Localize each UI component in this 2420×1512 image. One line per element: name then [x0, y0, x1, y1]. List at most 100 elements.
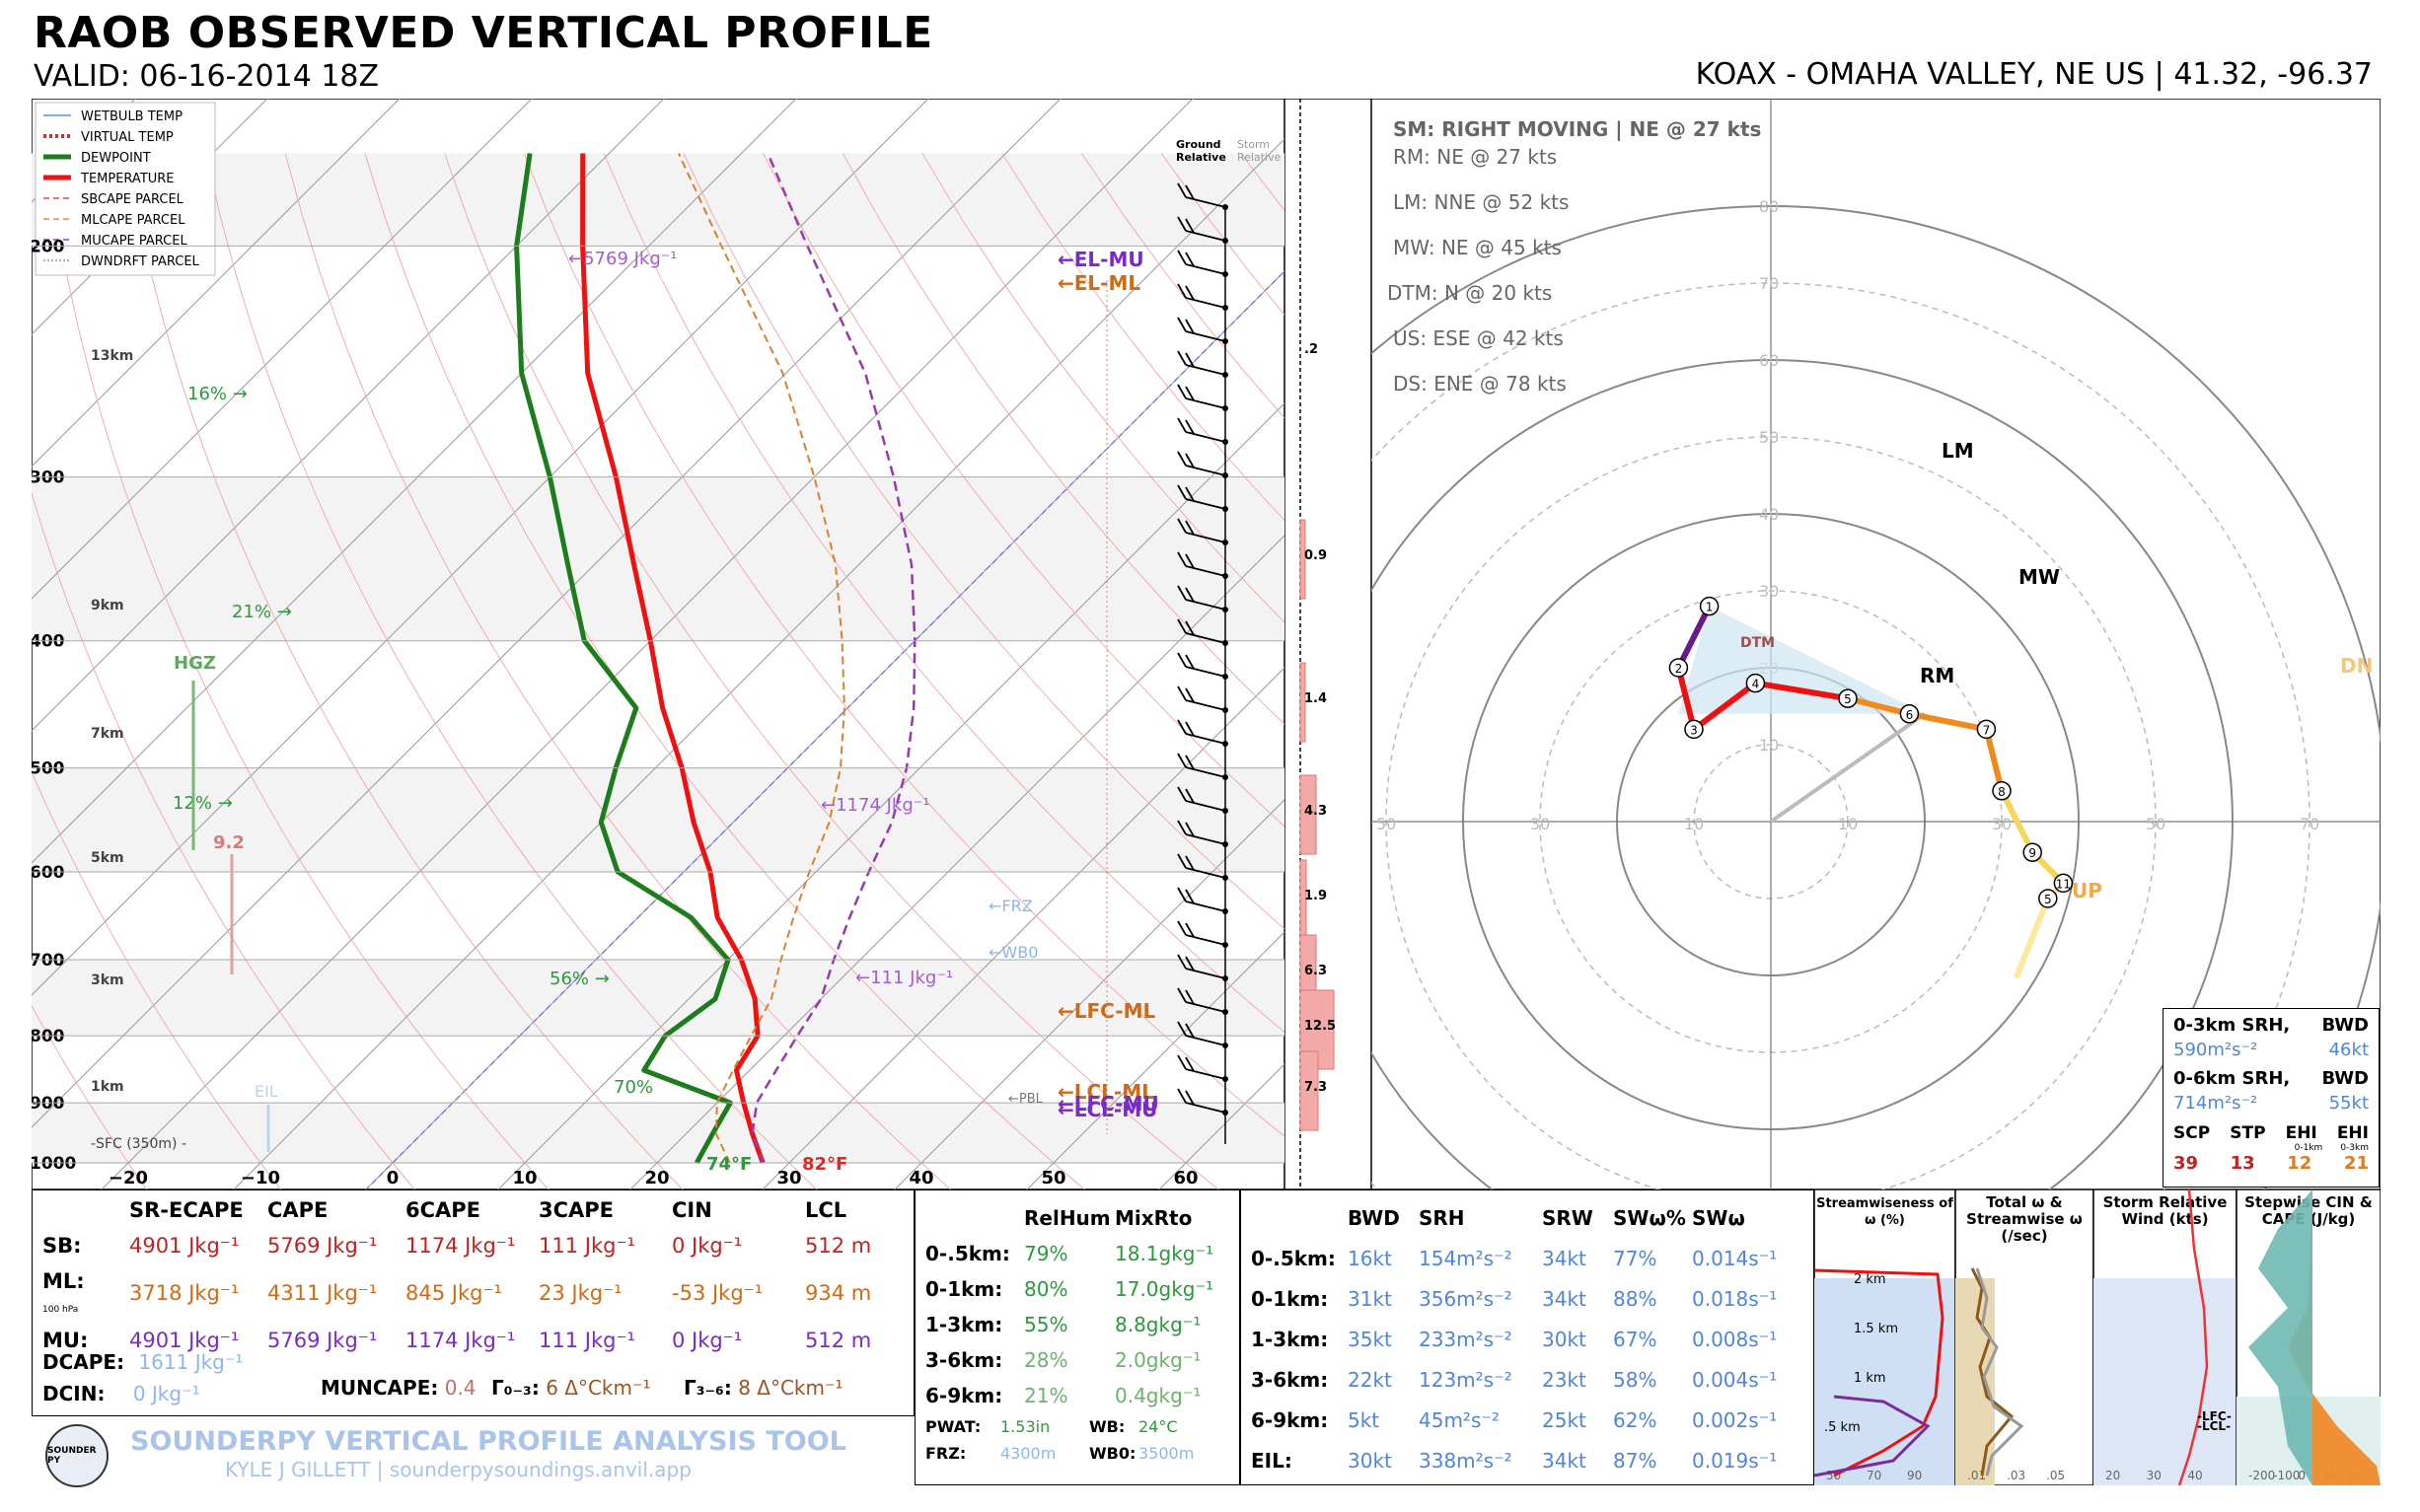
col-srw: SRW [1542, 1206, 1593, 1230]
sb-cin: 0 Jkg⁻¹ [672, 1234, 743, 1258]
barb-dot [1222, 439, 1228, 445]
barb-dot [1222, 338, 1228, 344]
dcin-value: 0 Jkg⁻¹ [132, 1382, 200, 1405]
ml-3cape: 23 Jkg⁻¹ [539, 1281, 623, 1305]
mini-level-label: -LCL- [2197, 1419, 2231, 1433]
ml-srecape: 3718 Jkg⁻¹ [129, 1281, 240, 1305]
barb-dot [1222, 975, 1228, 981]
pressure-tick: 900 [32, 1094, 65, 1114]
wind-barb [1185, 196, 1226, 208]
sr-wind-line [2177, 1189, 2209, 1485]
mini-title: Total ω & [1986, 1193, 2063, 1211]
ground-relative-header: Relative [1176, 151, 1226, 164]
m-row-3-mr: 2.0gkg⁻¹ [1115, 1348, 1202, 1372]
inflow-triangle [1678, 606, 1925, 714]
hodo-marker-lm: LM [1942, 439, 1974, 463]
parcel-level-label: ←EL-MU [1058, 248, 1144, 271]
wb0-value: 3500m [1138, 1444, 1195, 1463]
hgz-value: 9.2 [213, 832, 245, 853]
hodo-segment [1675, 665, 1697, 733]
barb-dot [1222, 674, 1228, 680]
storm-motion-mw: MW: NE @ 45 kts [1393, 236, 1562, 259]
wind-barb-flag [1185, 989, 1195, 1005]
srh-box: 0-3km SRH, BWD 590m²s⁻² 46kt 0-6km SRH, BWD… [2163, 1008, 2380, 1188]
legend-label: WETBULB TEMP [81, 109, 183, 124]
wind-barb [1185, 1035, 1226, 1046]
barb-dot [1222, 607, 1228, 612]
hodograph-chart: 102030405060708050301010305070 123456789… [1371, 99, 2381, 1189]
dcape-value: 1611 Jkg⁻¹ [138, 1350, 244, 1374]
mini-height-label: .5 km [1824, 1420, 1861, 1435]
wind-barb [1185, 699, 1226, 711]
hodo-ring-label: 30 [1759, 582, 1779, 601]
hodo-height-label: 2 [1675, 662, 1683, 676]
zero-isotherm [365, 270, 1284, 1189]
k-row-1-swpct: 88% [1613, 1287, 1657, 1311]
m-row-3-label: 3-6km: [925, 1348, 1003, 1372]
k-row-5-swpct: 87% [1613, 1449, 1657, 1473]
wind-barb-flag [1177, 182, 1187, 198]
pressure-tick: 300 [32, 468, 65, 488]
isotherm [762, 667, 1284, 1189]
hodo-height-label: 11 [2056, 877, 2071, 891]
m-row-1-rh: 80% [1024, 1277, 1068, 1301]
temp-tick: 30 [776, 1168, 801, 1188]
wind-barb-flag [1177, 484, 1187, 500]
k-row-5-bwd: 30kt [1348, 1449, 1392, 1473]
frz-value: 4300m [1000, 1444, 1057, 1463]
barb-dot [1222, 808, 1228, 814]
hodo-segment [1983, 726, 2005, 794]
mu-cin: 0 Jkg⁻¹ [672, 1329, 743, 1352]
hodo-axis-label: 30 [1992, 815, 2012, 833]
height-label: 7km [91, 726, 124, 742]
moisture-table: RelHum MixRto 0-.5km: 79% 18.1gkg⁻¹ 0-1k… [915, 1189, 1240, 1485]
pressure-tick: 600 [32, 863, 65, 883]
wind-barb [1185, 599, 1226, 611]
pressure-tick: 200 [32, 237, 65, 256]
storm-motion-ds: DS: ENE @ 78 kts [1393, 372, 1567, 396]
m-row-4-rh: 21% [1024, 1384, 1068, 1407]
bwd03-label: BWD [2321, 1015, 2369, 1036]
pwat-value: 1.53in [1000, 1417, 1051, 1436]
wind-barb [1185, 364, 1226, 376]
barb-dot [1222, 741, 1228, 747]
barb-dot [1222, 506, 1228, 512]
stp-value: 13 [2230, 1153, 2255, 1174]
barb-dot [1222, 573, 1228, 579]
wind-barb-flag [1177, 451, 1187, 467]
ml-lcl: 934 m [805, 1281, 872, 1305]
dry-adiabat [763, 153, 1284, 828]
wind-barb [1185, 1001, 1226, 1013]
col-relhum: RelHum [1024, 1206, 1111, 1230]
barb-dot [1222, 908, 1228, 914]
k-row-0-bwd: 16kt [1348, 1247, 1392, 1270]
barb-dot [1222, 774, 1228, 780]
dry-adiabat [921, 153, 1284, 623]
col-bwd: BWD [1348, 1206, 1400, 1230]
eil-label: EIL [255, 1082, 278, 1101]
inflow-value: 0.9 [1304, 548, 1327, 563]
ml-label-text: ML: [42, 1269, 85, 1293]
dry-adiabat [1001, 153, 1284, 522]
col-cape: CAPE [267, 1198, 329, 1222]
pwat-label: PWAT: [925, 1417, 982, 1436]
mu-cape: 5769 Jkg⁻¹ [267, 1329, 378, 1352]
page-title: RAOB OBSERVED VERTICAL PROFILE [34, 8, 933, 58]
wind-barb-flag [1177, 283, 1187, 299]
mini-tick: .03 [2007, 1469, 2025, 1482]
hodo-height-marker [1976, 719, 1997, 740]
ehi3-label: EHI [2336, 1123, 2369, 1143]
ml-cape: 4311 Jkg⁻¹ [267, 1281, 378, 1305]
wind-barb-flag [1177, 216, 1187, 232]
wb-label: WB: [1089, 1417, 1126, 1436]
wind-barb-flag [1185, 1056, 1195, 1072]
wind-barb-flag [1185, 788, 1195, 804]
muncape-label: MUNCAPE: [321, 1376, 439, 1400]
wind-barb [1185, 766, 1226, 778]
wind-barb-flag [1177, 350, 1187, 366]
ehi3-sub: 0-3km [2340, 1143, 2369, 1153]
legend-label: DEWPOINT [81, 151, 151, 166]
hodo-ring-label: 10 [1759, 736, 1779, 755]
inflow-value: 4.3 [1304, 804, 1327, 819]
hodo-axis-label: 30 [1530, 815, 1550, 833]
